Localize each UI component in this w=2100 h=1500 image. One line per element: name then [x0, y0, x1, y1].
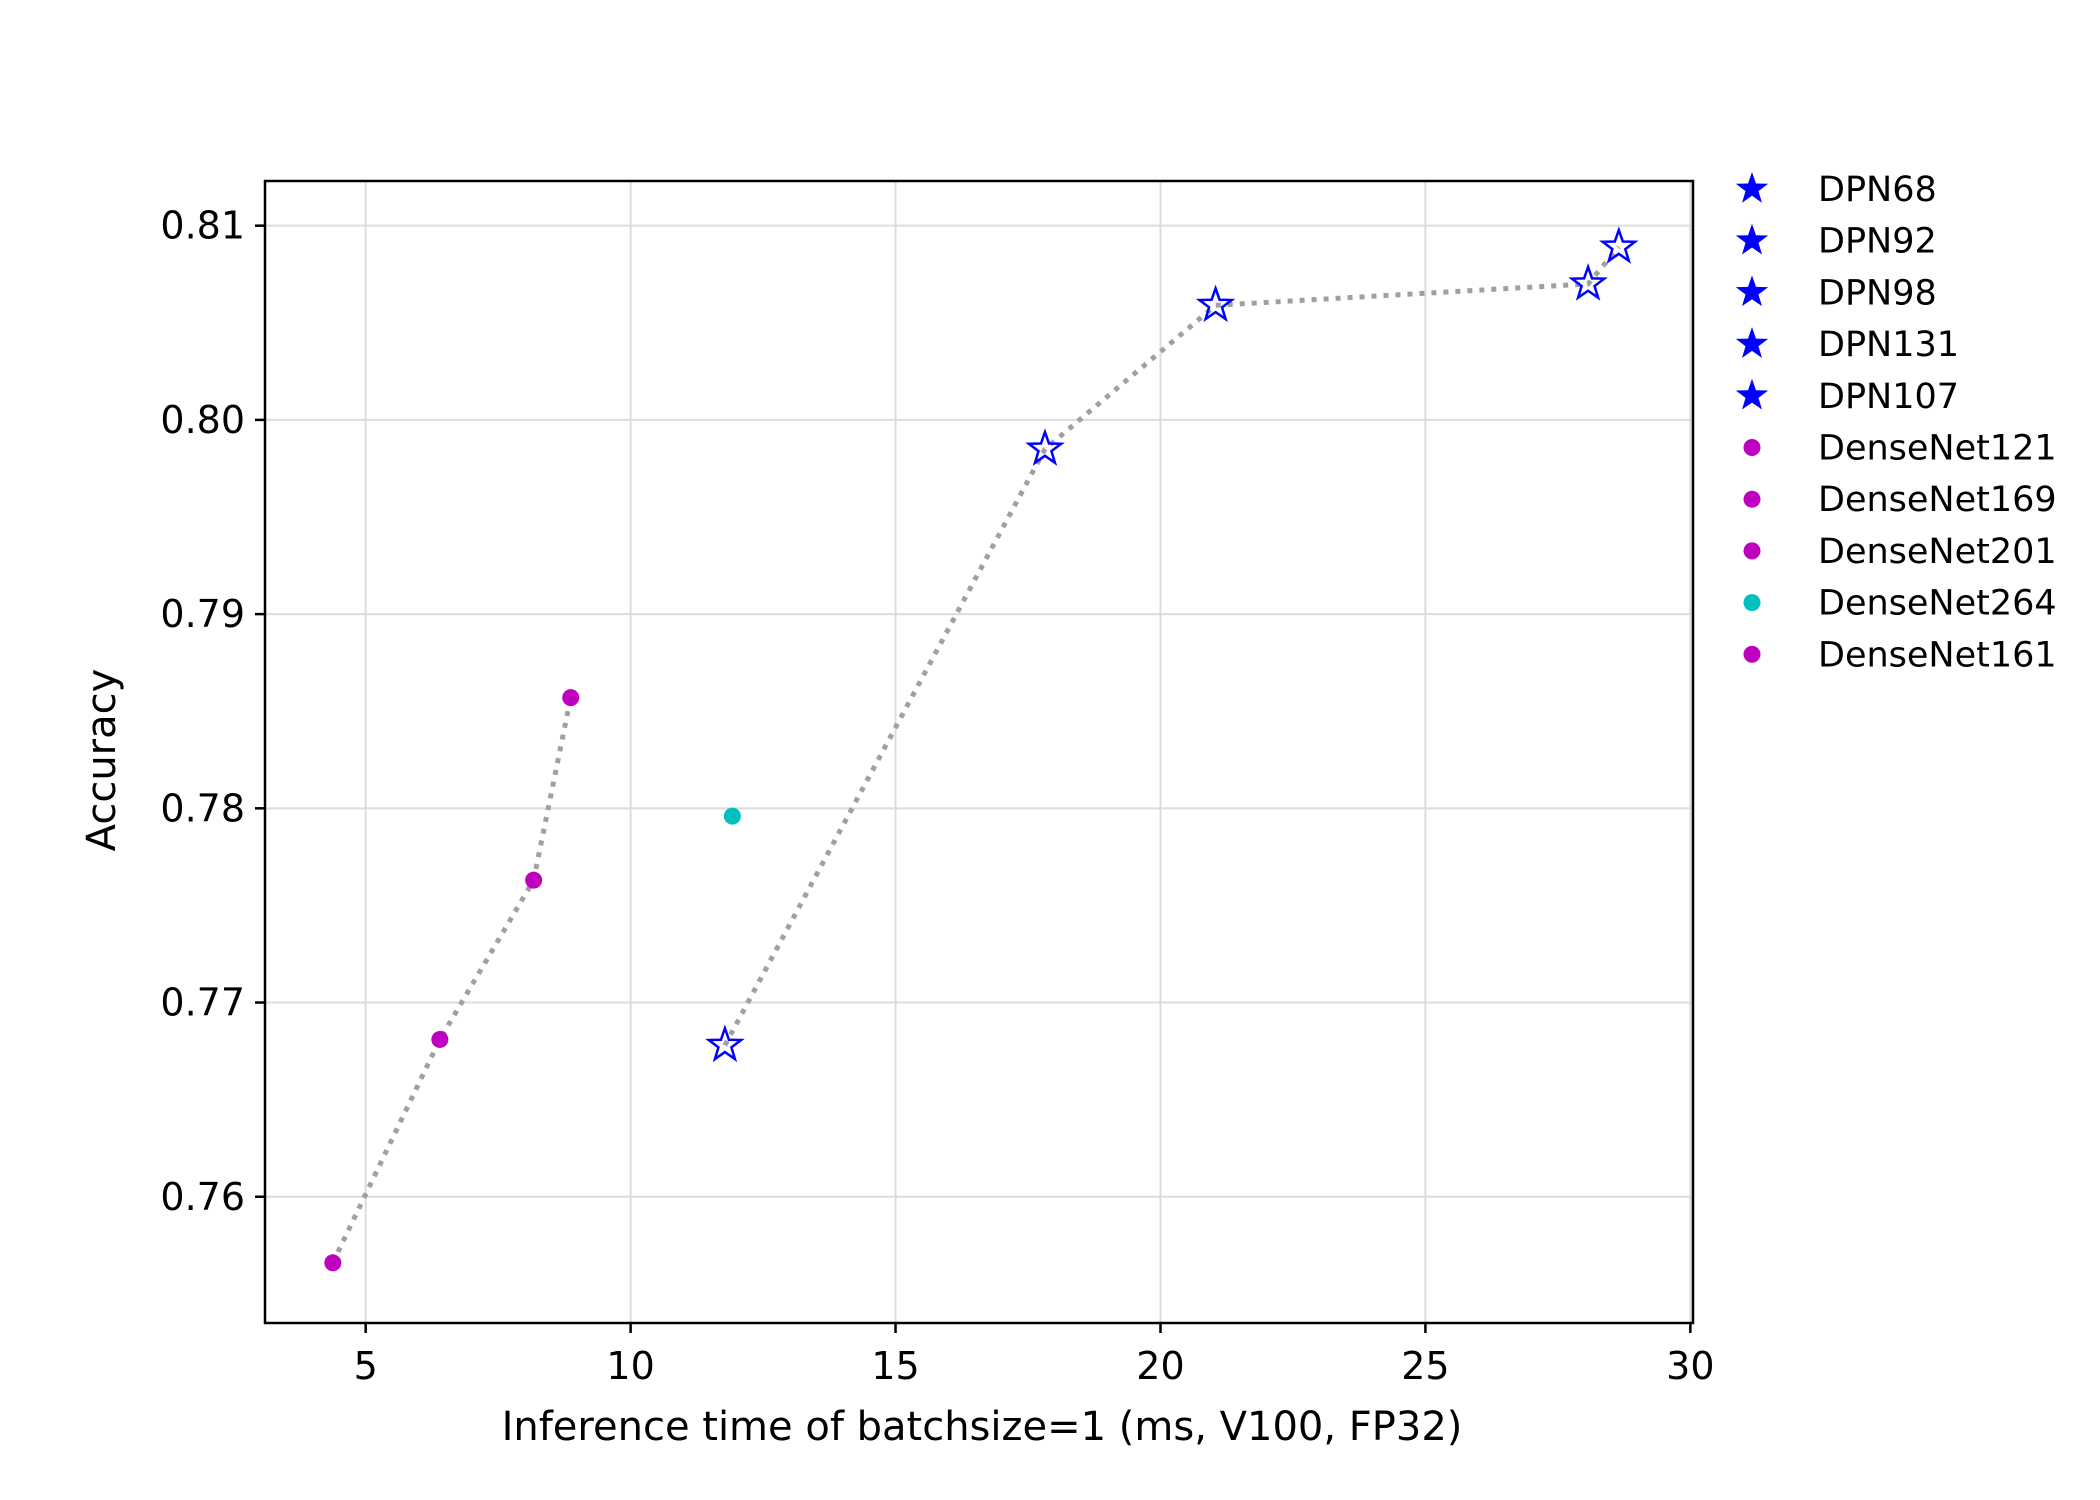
plot-frame	[263, 179, 1695, 1325]
legend-densenet201-marker	[1743, 542, 1761, 560]
legend-densenet169-marker	[1743, 490, 1761, 508]
legend-dpn107-marker	[1735, 378, 1769, 410]
legend-densenet161-label: DenseNet161	[1818, 635, 2057, 675]
densenet161-point	[562, 689, 580, 707]
legend-dpn131-label: DPN131	[1818, 325, 1959, 365]
dpn98-point	[1195, 284, 1236, 323]
densenet201-point	[525, 871, 543, 889]
legend-densenet201-label: DenseNet201	[1818, 532, 2057, 572]
x-tick-label: 30	[1666, 1344, 1714, 1388]
legend-dpn68-label: DPN68	[1818, 170, 1937, 210]
legend-densenet121-marker	[1743, 439, 1761, 456]
gridlines	[265, 181, 1693, 1323]
legend-dpn98-marker	[1735, 275, 1769, 307]
legend-dpn92-marker	[1735, 223, 1769, 255]
y-tick-label: 0.77	[160, 981, 245, 1025]
legend-dpn107-label: DPN107	[1818, 377, 1959, 417]
legend-dpn68-marker	[1735, 172, 1769, 203]
legend-densenet121-label: DenseNet121	[1818, 429, 2057, 469]
x-tick-label: 10	[606, 1344, 654, 1388]
legend-densenet161-marker	[1743, 645, 1761, 663]
dpn131-point	[1568, 263, 1608, 301]
densenet264-point	[723, 807, 741, 825]
y-tick-label: 0.78	[160, 786, 245, 830]
trend-line	[330, 697, 574, 1264]
trend-line	[722, 245, 1621, 1047]
y-tick-label: 0.81	[160, 204, 245, 248]
legend-dpn98-label: DPN98	[1818, 273, 1937, 313]
densenet121-point	[324, 1254, 342, 1272]
densenet169-point	[431, 1030, 449, 1048]
x-tick-label: 25	[1401, 1344, 1449, 1388]
legend-densenet264-marker	[1743, 594, 1761, 612]
trend-lines	[330, 245, 1621, 1264]
axis-ticks: 5 10 15 20 25 30 0.76 0.77 0.78 0.79 0.80 0.81	[160, 204, 1714, 1388]
x-axis-title: Inference time of batchsize=1 (ms, V100,…	[502, 1404, 1463, 1450]
data-points	[324, 226, 1639, 1272]
dpn107-point	[1599, 226, 1639, 264]
y-tick-label: 0.79	[160, 592, 245, 636]
legend-densenet169-label: DenseNet169	[1818, 480, 2057, 520]
x-tick-label: 20	[1136, 1344, 1184, 1388]
dpn68-point	[705, 1024, 745, 1063]
legend-densenet264-label: DenseNet264	[1818, 584, 2057, 624]
y-tick-label: 0.76	[160, 1175, 245, 1219]
x-tick-label: 15	[871, 1344, 919, 1388]
x-tick-label: 5	[354, 1344, 378, 1388]
dpn92-point	[1025, 428, 1065, 466]
y-tick-label: 0.80	[160, 398, 245, 442]
legend: DPN68 DPN92 DPN98 DPN131 DPN107 DenseNet121 De…	[1735, 170, 2057, 675]
y-axis-title: Accuracy	[79, 669, 125, 852]
legend-dpn92-label: DPN92	[1818, 222, 1937, 262]
legend-dpn131-marker	[1735, 327, 1769, 358]
